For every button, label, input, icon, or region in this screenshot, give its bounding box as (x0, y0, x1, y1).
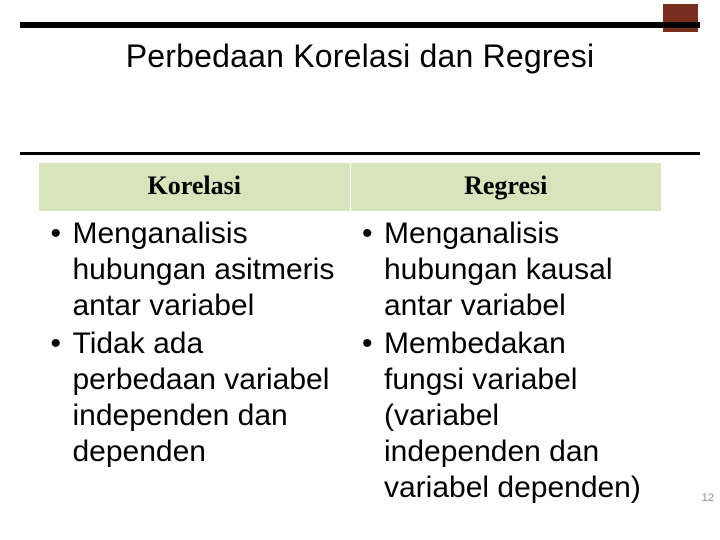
list-item: Membedakan fungsi variabel (variabel ind… (362, 326, 654, 506)
comparison-table-wrap: Korelasi Regresi Menganalisis hubungan a… (38, 162, 662, 540)
regresi-list: Menganalisis hubungan kausal antar varia… (362, 216, 654, 506)
comparison-table: Korelasi Regresi Menganalisis hubungan a… (38, 162, 662, 512)
list-item: Menganalisis hubungan kausal antar varia… (362, 216, 654, 324)
page-number: 12 (702, 492, 714, 504)
slide: Perbedaan Korelasi dan Regresi Korelasi … (0, 0, 720, 540)
cell-korelasi: Menganalisis hubungan asitmeris antar va… (39, 212, 351, 513)
list-item: Tidak ada perbedaan variabel independen … (51, 326, 343, 470)
slide-title: Perbedaan Korelasi dan Regresi (0, 38, 720, 75)
list-item: Menganalisis hubungan asitmeris antar va… (51, 216, 343, 324)
mid-rule (20, 152, 700, 155)
cell-regresi: Menganalisis hubungan kausal antar varia… (350, 212, 662, 513)
col-header-korelasi: Korelasi (39, 163, 351, 212)
korelasi-list: Menganalisis hubungan asitmeris antar va… (51, 216, 343, 470)
top-rule (20, 22, 700, 28)
table-row: Menganalisis hubungan asitmeris antar va… (39, 212, 662, 513)
col-header-regresi: Regresi (350, 163, 662, 212)
